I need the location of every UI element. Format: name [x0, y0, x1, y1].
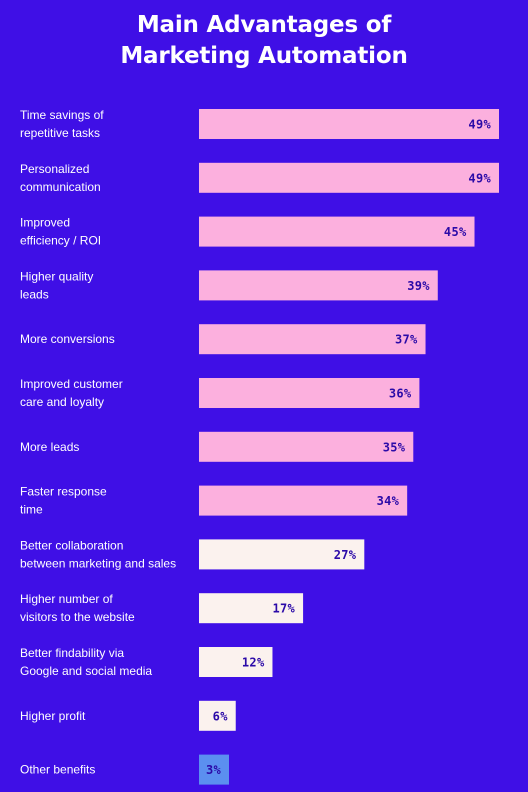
category-label-line: Time savings of [20, 108, 104, 122]
bar-value-label-6: 36% [389, 387, 412, 401]
category-label-6: Improved customer care and loyalty [20, 377, 123, 409]
category-label-line: Improved customer [20, 377, 123, 391]
category-label-3: Improved efficiency / ROI [20, 216, 101, 248]
category-label-line: visitors to the website [20, 610, 135, 624]
category-label-line: Other benefits [20, 763, 95, 777]
bar-6 [199, 378, 420, 408]
bar-value-label-2: 49% [468, 171, 491, 185]
bar-3 [199, 216, 475, 247]
category-label-line: communication [20, 180, 101, 194]
category-label-10: Higher number of visitors to the website [20, 592, 135, 624]
bar-2 [199, 162, 499, 193]
category-label-2: Personalized communication [20, 162, 101, 194]
bar-value-label-11: 12% [242, 656, 265, 670]
bar-1 [199, 109, 499, 139]
bar-11 [199, 647, 273, 677]
bar-5 [199, 324, 426, 355]
category-label-line: Better collaboration [20, 538, 123, 552]
category-label-9: Better collaboration between marketing an… [20, 538, 176, 570]
chart-title-line-2: Marketing Automation [120, 43, 408, 69]
category-label-5: More conversions [20, 332, 115, 346]
category-label-8: Faster response time [20, 485, 107, 517]
bar-value-label-9: 27% [334, 548, 357, 562]
bar-8 [199, 485, 408, 516]
bar-10 [199, 593, 304, 624]
category-label-line: More conversions [20, 332, 115, 346]
bar-value-label-3: 45% [444, 225, 467, 239]
category-label-line: Faster response [20, 485, 107, 499]
bar-value-label-4: 39% [407, 279, 430, 293]
bar-value-label-8: 34% [377, 494, 400, 508]
bar-value-label-1: 49% [468, 118, 491, 132]
chart-title-line-1: Main Advantages of [136, 12, 392, 38]
bar-7 [199, 431, 414, 462]
category-label-12: Higher profit [20, 709, 86, 723]
category-label-line: time [20, 503, 43, 517]
bar-value-label-12: 6% [213, 709, 229, 723]
category-label-line: Google and social media [20, 664, 152, 678]
category-label-line: leads [20, 287, 49, 301]
chart-title: Main Advantages of Marketing Automation [0, 10, 528, 72]
category-label-line: Improved [20, 216, 70, 230]
category-label-7: More leads [20, 440, 79, 454]
category-label-line: Personalized [20, 162, 89, 176]
category-label-13: Other benefits [20, 763, 95, 777]
category-label-line: More leads [20, 440, 79, 454]
bar-value-label-7: 35% [383, 440, 406, 454]
bar-12 [199, 700, 236, 731]
category-label-line: Higher quality [20, 269, 93, 283]
category-label-line: Higher number of [20, 592, 113, 606]
category-label-line: Higher profit [20, 709, 86, 723]
bar-value-label-10: 17% [273, 602, 296, 616]
category-label-line: efficiency / ROI [20, 234, 101, 248]
bar-value-label-5: 37% [395, 333, 418, 347]
bar-4 [199, 270, 438, 301]
category-label-4: Higher quality leads [20, 269, 93, 301]
category-label-1: Time savings of repetitive tasks [20, 108, 104, 140]
category-label-line: between marketing and sales [20, 556, 176, 570]
bar-13 [199, 754, 229, 785]
category-label-11: Better findability via Google and social … [20, 646, 152, 678]
bar-value-label-13: 3% [206, 763, 222, 777]
category-label-line: care and loyalty [20, 395, 104, 409]
category-label-line: repetitive tasks [20, 126, 100, 140]
bar-9 [199, 539, 365, 570]
category-label-line: Better findability via [20, 646, 124, 660]
